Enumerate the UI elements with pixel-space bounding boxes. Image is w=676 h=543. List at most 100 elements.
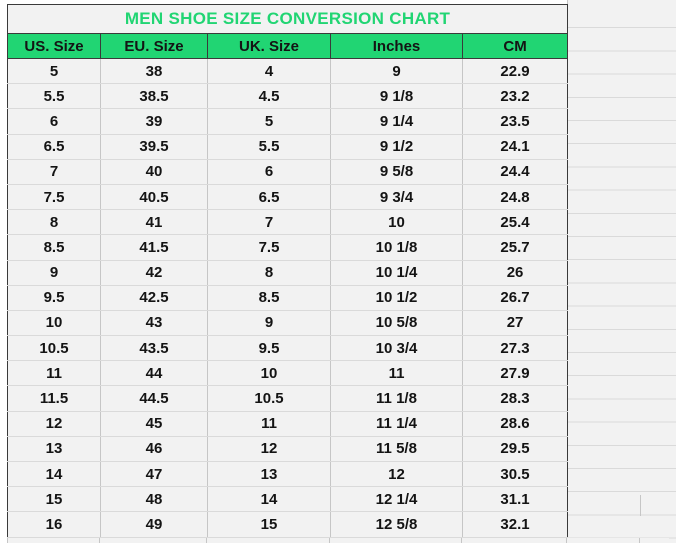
table-cell: 9 1/2: [330, 133, 463, 160]
table-cell: 5.5: [7, 83, 101, 110]
table-cell: 10 5/8: [330, 309, 463, 337]
table-cell: 47: [100, 460, 208, 488]
table-row: 8 41 7 10 25.4: [7, 209, 569, 236]
table-cell: 12: [207, 435, 331, 463]
table-cell: 15: [7, 486, 101, 513]
table-cell: 15: [207, 511, 331, 538]
table-cell: 40.5: [100, 183, 208, 211]
table-cell: 7: [7, 158, 101, 185]
table-cell: 27: [461, 309, 569, 337]
table-row: 9 42 8 10 1/4 26: [7, 259, 569, 286]
conversion-table: MEN SHOE SIZE CONVERSION CHART US. Size E…: [6, 4, 585, 543]
table-cell: 43: [100, 309, 208, 337]
table-row: 10.5 43.5 9.5 10 3/4 27.3: [7, 335, 569, 362]
table-cell: 9: [207, 309, 331, 337]
table-cell: 5: [207, 108, 331, 135]
column-header: US. Size: [7, 33, 101, 59]
table-cell: 16: [7, 511, 101, 538]
table-cell: 6: [7, 108, 101, 135]
table-cell: 7: [207, 209, 331, 236]
table-cell: 39: [100, 108, 208, 135]
table-cell: 9: [7, 259, 101, 286]
table-cell: 9 1/4: [330, 108, 463, 135]
table-cell: 11: [330, 360, 463, 387]
table-cell: 29.5: [461, 435, 569, 463]
table-cell: 5.5: [207, 133, 331, 160]
table-cell: 40: [100, 158, 208, 185]
table-row: 10 43 9 10 5/8 27: [7, 309, 569, 337]
table-cell: 42.5: [100, 284, 208, 311]
table-cell: 41: [100, 209, 208, 236]
table-cell: 46: [100, 435, 208, 463]
table-cell: 11.5: [7, 385, 101, 412]
table-cell: 49: [100, 511, 208, 538]
table-body: 5 38 4 9 22.9 5.5 38.5 4.5 9 1/8 23.2 6 39 5 9 1/4 23.…: [7, 57, 569, 538]
table-cell: 27.9: [461, 360, 569, 387]
table-cell: 9: [330, 57, 463, 85]
table-row: 9.5 42.5 8.5 10 1/2 26.7: [7, 284, 569, 311]
table-row: 13 46 12 11 5/8 29.5: [7, 435, 569, 463]
table-cell: 4.5: [207, 83, 331, 110]
table-cell: 10: [207, 360, 331, 387]
table-cell: 5: [7, 57, 101, 85]
page-title: MEN SHOE SIZE CONVERSION CHART: [6, 4, 569, 34]
table-row: 6 39 5 9 1/4 23.5: [7, 108, 569, 135]
table-cell: 39.5: [100, 133, 208, 160]
table-cell: 6.5: [7, 133, 101, 160]
table-cell: 23.2: [461, 83, 569, 110]
table-cell: 14: [7, 460, 101, 488]
table-cell: 9.5: [207, 335, 331, 362]
table-row: 7 40 6 9 5/8 24.4: [7, 158, 569, 185]
table-cell: 38.5: [100, 83, 208, 110]
table-row: 15 48 14 12 1/4 31.1: [7, 486, 569, 513]
table-cell: 26: [461, 259, 569, 286]
empty-grid-region: [567, 0, 676, 543]
table-cell: 41.5: [100, 234, 208, 261]
table-cell: 12 1/4: [330, 486, 463, 513]
table-row: 7.5 40.5 6.5 9 3/4 24.8: [7, 183, 569, 211]
table-cell: 13: [207, 460, 331, 488]
table-cell: 8: [207, 259, 331, 286]
table-cell: 13: [7, 435, 101, 463]
column-header: UK. Size: [207, 33, 331, 59]
table-cell: 24.1: [461, 133, 569, 160]
table-cell: 6: [207, 158, 331, 185]
table-cell: 10 1/4: [330, 259, 463, 286]
table-cell: 22.9: [461, 57, 569, 85]
table-cell: 12 5/8: [330, 511, 463, 538]
partial-next-row: [7, 538, 669, 543]
table-cell: 43.5: [100, 335, 208, 362]
table-cell: 7.5: [207, 234, 331, 261]
table-cell: 32.1: [461, 511, 569, 538]
table-row: 11.5 44.5 10.5 11 1/8 28.3: [7, 385, 569, 412]
table-cell: 8.5: [7, 234, 101, 261]
table-cell: 9 3/4: [330, 183, 463, 211]
table-cell: 44.5: [100, 385, 208, 412]
table-row: 14 47 13 12 30.5: [7, 460, 569, 488]
table-cell: 26.7: [461, 284, 569, 311]
table-cell: 10 3/4: [330, 335, 463, 362]
table-cell: 9 1/8: [330, 83, 463, 110]
empty-cell: [330, 538, 462, 543]
empty-cell: [100, 538, 207, 543]
title-row: MEN SHOE SIZE CONVERSION CHART: [6, 4, 569, 34]
table-cell: 27.3: [461, 335, 569, 362]
column-header: Inches: [330, 33, 463, 59]
table-cell: 11: [7, 360, 101, 387]
table-cell: 12: [330, 460, 463, 488]
table-cell: 11 1/8: [330, 385, 463, 412]
column-header: EU. Size: [100, 33, 208, 59]
table-cell: 10 1/2: [330, 284, 463, 311]
table-cell: 28.6: [461, 410, 569, 437]
table-cell: 31.1: [461, 486, 569, 513]
table-cell: 12: [7, 410, 101, 437]
header-row: US. Size EU. Size UK. Size Inches CM: [7, 33, 569, 59]
table-cell: 7.5: [7, 183, 101, 211]
empty-cell: [207, 538, 330, 543]
table-cell: 4: [207, 57, 331, 85]
table-cell: 24.8: [461, 183, 569, 211]
table-cell: 6.5: [207, 183, 331, 211]
table-cell: 8.5: [207, 284, 331, 311]
table-cell: 38: [100, 57, 208, 85]
table-cell: 44: [100, 360, 208, 387]
